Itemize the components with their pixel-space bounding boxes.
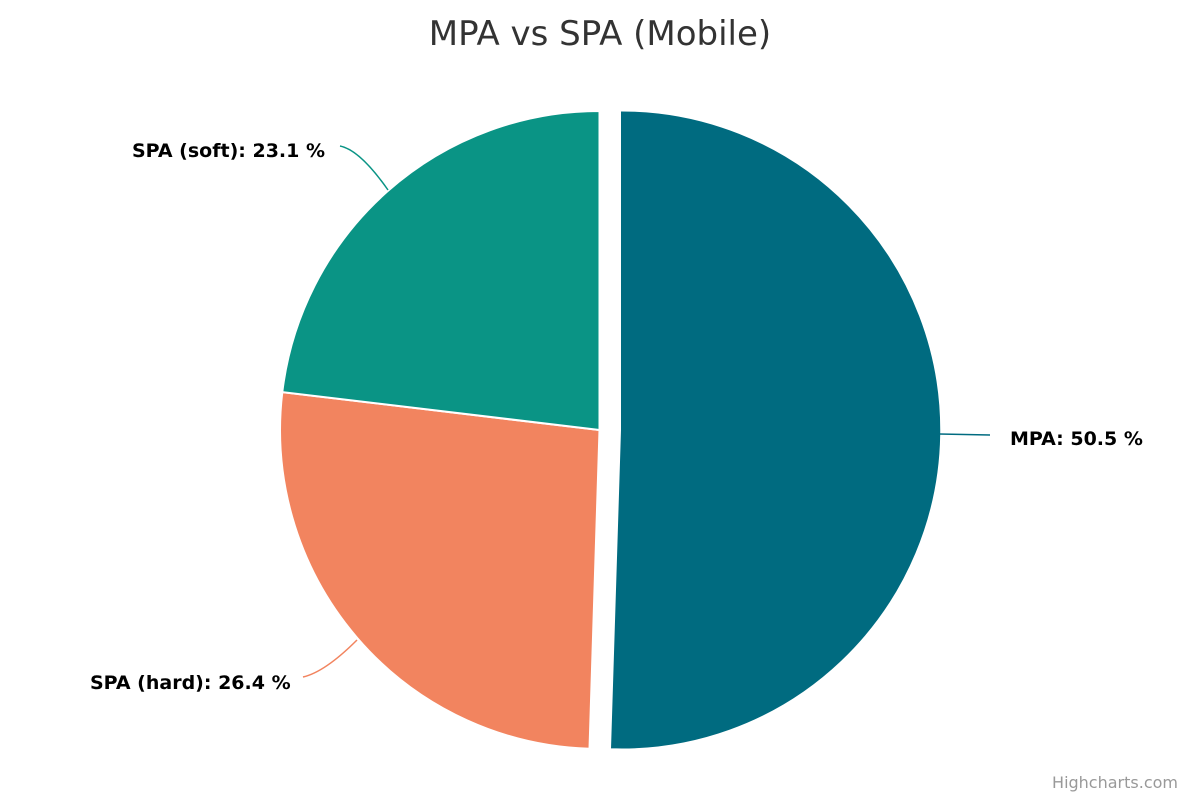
label-mpa: MPA: 50.5 %	[1010, 428, 1143, 450]
label-spa-hard: SPA (hard): 26.4 %	[90, 672, 291, 694]
slice-mpa[interactable]	[609, 110, 942, 750]
slice-spa-hard[interactable]	[279, 390, 601, 750]
connector-mpa	[938, 433, 991, 436]
connector-spa-soft	[339, 145, 389, 191]
label-spa-soft: SPA (soft): 23.1 %	[132, 140, 326, 162]
connector-spa-hard	[302, 639, 358, 678]
chart-title: MPA vs SPA (Mobile)	[428, 14, 772, 54]
slice-spa-soft[interactable]	[281, 109, 601, 432]
credits-link[interactable]: Highcharts.com	[1052, 773, 1178, 792]
